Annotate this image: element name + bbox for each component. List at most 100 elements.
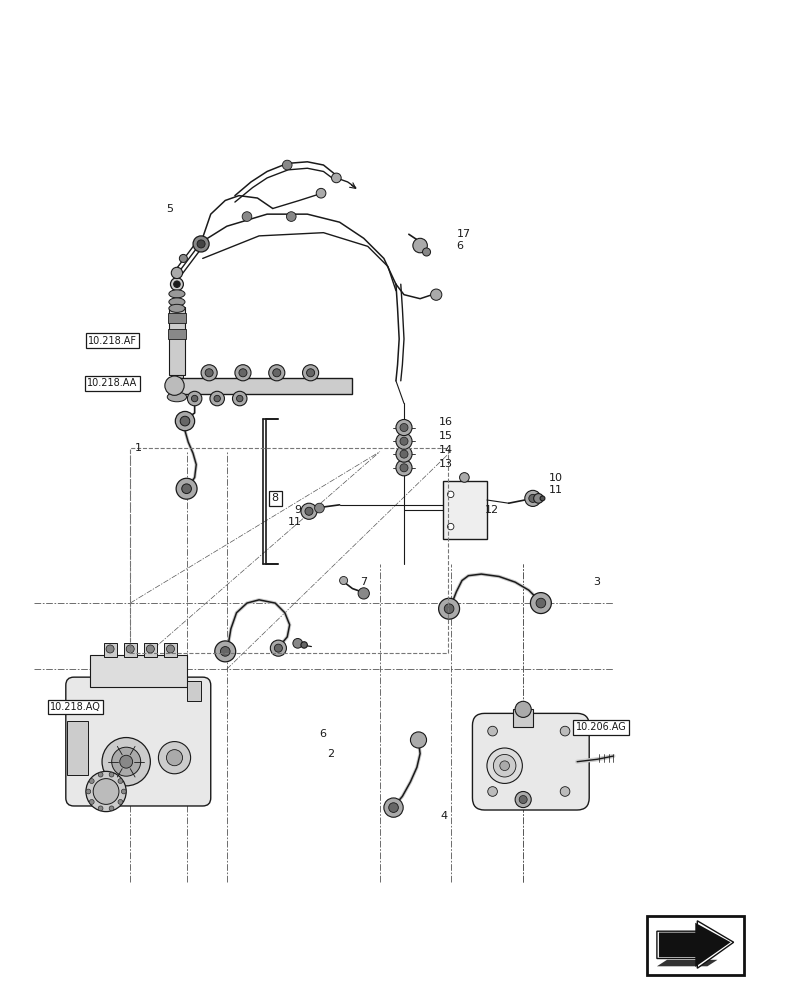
Circle shape xyxy=(439,598,460,619)
Ellipse shape xyxy=(169,290,185,298)
Circle shape xyxy=(287,212,296,221)
Circle shape xyxy=(237,395,243,402)
Circle shape xyxy=(93,779,119,804)
Bar xyxy=(124,643,137,657)
Circle shape xyxy=(235,365,251,381)
Ellipse shape xyxy=(169,298,185,306)
Text: 8: 8 xyxy=(271,493,279,503)
Circle shape xyxy=(301,642,307,648)
Text: 1: 1 xyxy=(135,443,142,453)
Circle shape xyxy=(273,369,281,377)
Circle shape xyxy=(170,278,183,291)
Circle shape xyxy=(400,450,408,458)
Circle shape xyxy=(112,747,141,776)
Text: 3: 3 xyxy=(593,577,600,587)
Circle shape xyxy=(90,779,95,783)
Text: 10.218.AQ: 10.218.AQ xyxy=(50,702,101,712)
Circle shape xyxy=(179,254,187,262)
Bar xyxy=(168,329,186,339)
Circle shape xyxy=(171,267,183,279)
Circle shape xyxy=(410,732,427,748)
Circle shape xyxy=(275,644,283,652)
Circle shape xyxy=(448,491,454,498)
Ellipse shape xyxy=(167,392,187,402)
Bar xyxy=(169,307,185,375)
Circle shape xyxy=(109,772,114,777)
Circle shape xyxy=(560,787,570,796)
Bar xyxy=(90,655,187,687)
Circle shape xyxy=(201,365,217,381)
Circle shape xyxy=(488,787,498,796)
Bar xyxy=(171,375,183,395)
Bar xyxy=(67,721,87,775)
Text: 13: 13 xyxy=(439,459,452,469)
Circle shape xyxy=(86,789,90,794)
Circle shape xyxy=(99,806,103,811)
Circle shape xyxy=(121,789,126,794)
Text: 5: 5 xyxy=(166,204,174,214)
Circle shape xyxy=(146,645,154,653)
Circle shape xyxy=(358,588,369,599)
Circle shape xyxy=(221,647,230,656)
Circle shape xyxy=(158,742,191,774)
Text: 7: 7 xyxy=(360,577,367,587)
Circle shape xyxy=(423,248,431,256)
Circle shape xyxy=(500,761,510,771)
Bar xyxy=(443,481,487,539)
Text: 9: 9 xyxy=(295,505,301,515)
Circle shape xyxy=(400,437,408,445)
Circle shape xyxy=(540,496,545,501)
Bar xyxy=(164,643,177,657)
Circle shape xyxy=(118,799,123,804)
Circle shape xyxy=(448,523,454,530)
Circle shape xyxy=(214,395,221,402)
Text: 17: 17 xyxy=(457,229,470,239)
Circle shape xyxy=(166,645,175,653)
Circle shape xyxy=(487,748,522,783)
Circle shape xyxy=(166,750,183,766)
Circle shape xyxy=(396,433,412,449)
Circle shape xyxy=(242,212,252,221)
Circle shape xyxy=(331,173,341,183)
Circle shape xyxy=(271,640,287,656)
Circle shape xyxy=(187,391,202,406)
Circle shape xyxy=(389,803,398,812)
Circle shape xyxy=(316,188,326,198)
Circle shape xyxy=(516,791,531,808)
Text: 15: 15 xyxy=(439,431,452,441)
Circle shape xyxy=(174,281,180,287)
Bar xyxy=(144,643,157,657)
Bar xyxy=(103,643,116,657)
Circle shape xyxy=(86,771,126,812)
Circle shape xyxy=(165,376,184,395)
Circle shape xyxy=(180,416,190,426)
Circle shape xyxy=(339,576,347,585)
Circle shape xyxy=(301,503,317,519)
Polygon shape xyxy=(657,960,718,966)
Text: 6: 6 xyxy=(319,729,326,739)
FancyBboxPatch shape xyxy=(65,677,211,806)
Text: 12: 12 xyxy=(485,505,499,515)
Polygon shape xyxy=(659,923,730,967)
Text: 10.218.AF: 10.218.AF xyxy=(88,336,137,346)
Circle shape xyxy=(536,598,545,608)
Circle shape xyxy=(516,701,531,717)
Polygon shape xyxy=(657,921,734,968)
Circle shape xyxy=(396,419,412,436)
Bar xyxy=(175,378,351,394)
Text: 2: 2 xyxy=(327,749,335,759)
Circle shape xyxy=(215,641,236,662)
Circle shape xyxy=(118,779,123,783)
Circle shape xyxy=(182,484,191,494)
Circle shape xyxy=(99,772,103,777)
Circle shape xyxy=(533,494,543,503)
Circle shape xyxy=(396,460,412,476)
Bar xyxy=(187,681,201,701)
Circle shape xyxy=(400,464,408,472)
Circle shape xyxy=(444,604,454,614)
Circle shape xyxy=(431,289,442,300)
Ellipse shape xyxy=(169,304,185,312)
Circle shape xyxy=(292,638,302,648)
Text: 16: 16 xyxy=(439,417,452,427)
Circle shape xyxy=(90,799,95,804)
